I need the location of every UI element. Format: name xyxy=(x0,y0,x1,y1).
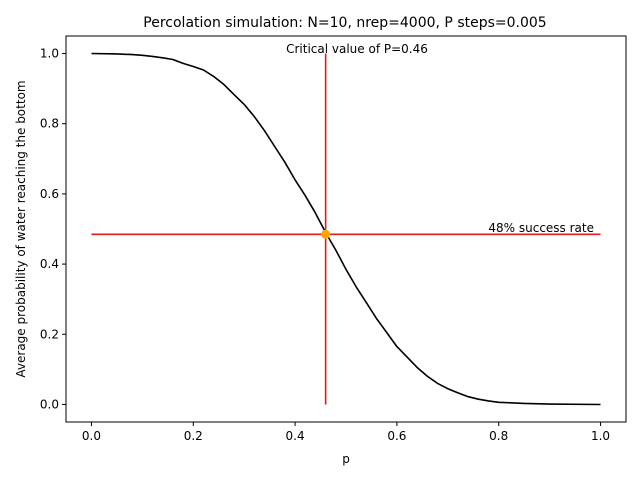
y-tick-label: 0.8 xyxy=(40,117,59,131)
x-tick-label: 0.6 xyxy=(387,429,406,443)
critical-point-marker xyxy=(321,229,331,239)
y-axis-label: Average probability of water reaching th… xyxy=(14,80,28,377)
y-tick-label: 0.4 xyxy=(40,257,59,271)
success-rate-label: 48% success rate xyxy=(488,221,594,235)
chart-title: Percolation simulation: N=10, nrep=4000,… xyxy=(143,15,546,31)
x-tick-label: 0.0 xyxy=(82,429,101,443)
x-axis: 0.0 0.2 0.4 0.6 0.8 1.0 xyxy=(82,422,610,443)
probability-curve xyxy=(91,52,601,406)
y-tick-label: 0.0 xyxy=(40,397,59,411)
y-tick-label: 0.2 xyxy=(40,327,59,341)
y-tick-label: 0.6 xyxy=(40,187,59,201)
x-tick-label: 0.4 xyxy=(286,429,305,443)
x-tick-label: 0.8 xyxy=(489,429,508,443)
x-tick-label: 1.0 xyxy=(591,429,610,443)
x-tick-label: 0.2 xyxy=(184,429,203,443)
critical-value-label: Critical value of P=0.46 xyxy=(286,42,428,56)
axes-frame xyxy=(65,35,627,423)
y-tick-label: 1.0 xyxy=(40,47,59,61)
y-axis: 0.0 0.2 0.4 0.6 0.8 1.0 xyxy=(40,47,66,411)
plot-area xyxy=(91,52,601,406)
x-axis-label: p xyxy=(342,452,350,466)
